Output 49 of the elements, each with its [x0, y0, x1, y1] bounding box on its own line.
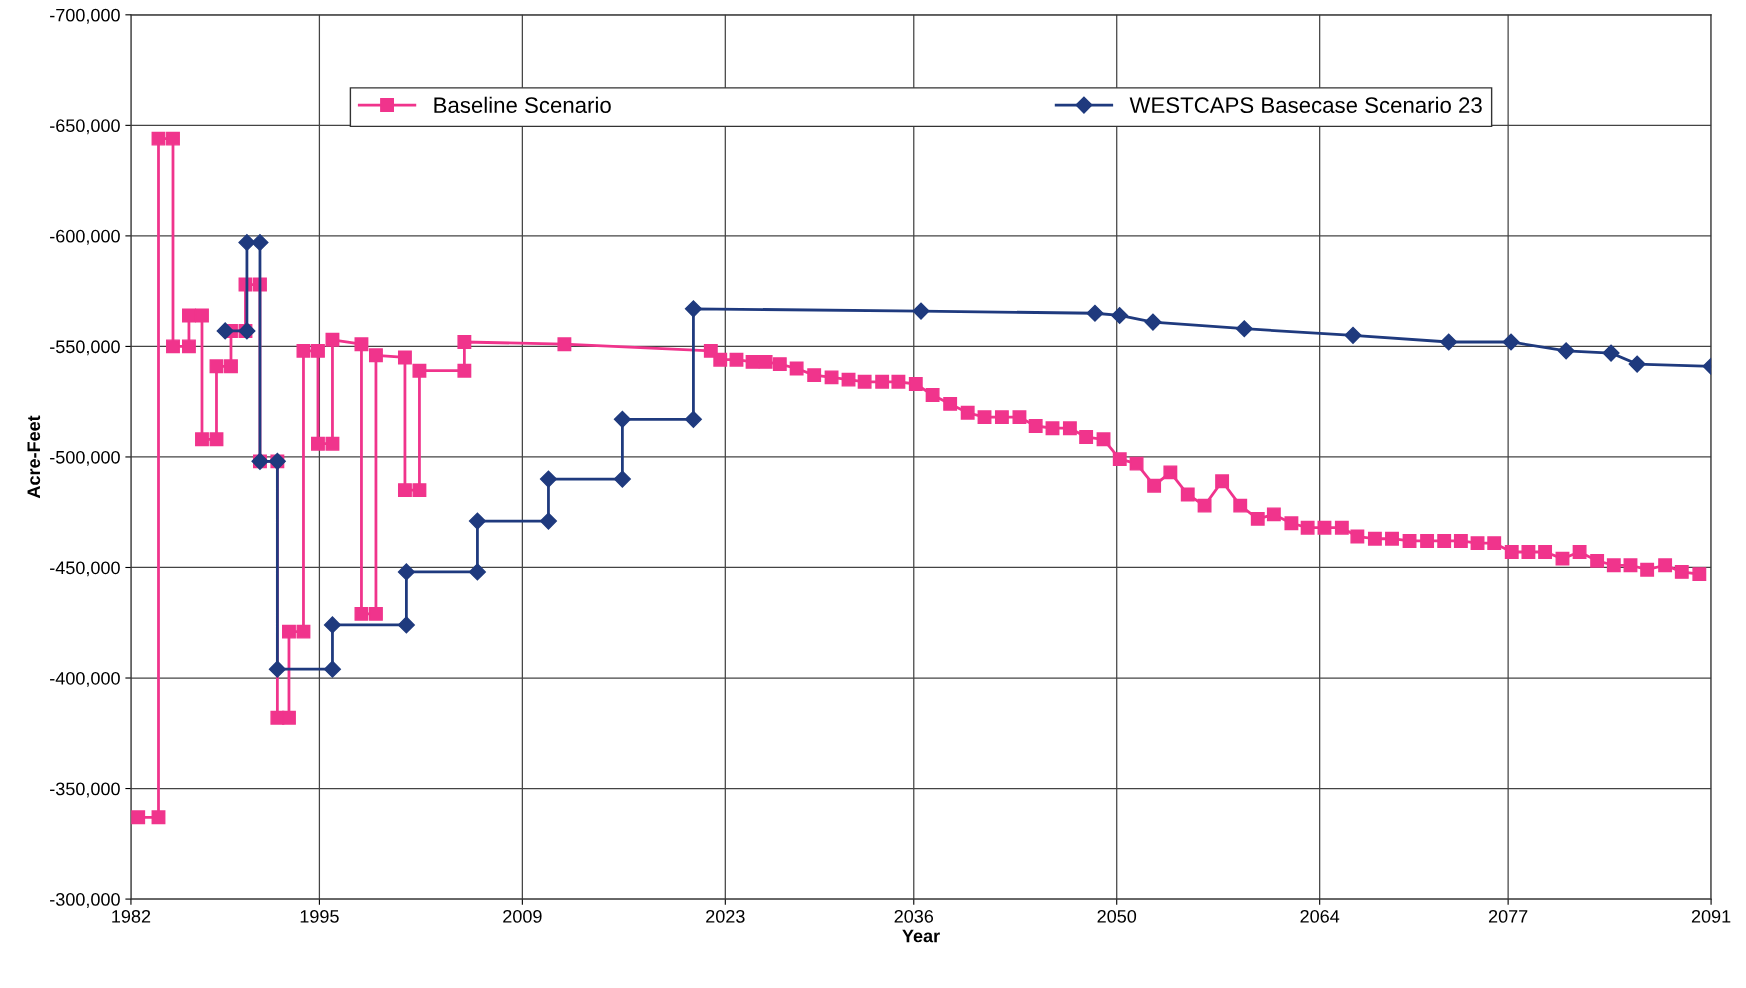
point [1628, 355, 1646, 373]
point [912, 302, 930, 320]
point [684, 410, 702, 428]
point [1602, 344, 1620, 362]
y-tick-label: -450,000 [50, 561, 120, 577]
point [1111, 306, 1129, 325]
point [468, 512, 486, 530]
y-tick-label: -400,000 [50, 671, 120, 687]
x-tick-label: 2023 [706, 909, 745, 923]
x-tick-label: 2009 [503, 909, 542, 923]
point [238, 233, 256, 252]
point [468, 563, 486, 581]
y-axis-title: Acre-Feet [27, 415, 41, 499]
point [216, 322, 234, 340]
point [397, 616, 415, 634]
point [1344, 326, 1362, 344]
point [268, 660, 286, 678]
point [323, 616, 342, 634]
legend-label: WESTCAPS Basecase Scenario 23 [1129, 96, 1482, 114]
x-tick-label: 2091 [1691, 909, 1731, 923]
point [1086, 304, 1104, 322]
point [323, 660, 342, 678]
legend-label: Baseline Scenario [434, 96, 611, 114]
y-tick-label: -600,000 [50, 229, 120, 245]
point [684, 300, 702, 318]
x-tick-label: 2077 [1488, 909, 1528, 923]
point [251, 233, 269, 252]
x-axis-title: Year [902, 929, 940, 943]
point [1557, 342, 1575, 360]
x-tick-label: 2064 [1300, 909, 1340, 923]
x-tick-label: 2050 [1097, 909, 1137, 923]
x-tick-label: 1995 [300, 909, 339, 923]
point [1440, 333, 1458, 351]
point [613, 410, 631, 428]
x-tick-label: 2036 [894, 909, 934, 923]
y-tick-label: -500,000 [50, 450, 120, 466]
point [1235, 320, 1253, 338]
point [539, 512, 558, 530]
y-tick-label: -300,000 [50, 893, 120, 908]
y-tick-label: -650,000 [50, 119, 120, 135]
point [539, 470, 558, 488]
point [397, 563, 415, 581]
x-tick-label: 1982 [112, 909, 151, 923]
y-tick-label: -350,000 [50, 782, 120, 798]
point [613, 470, 631, 488]
point [1502, 333, 1520, 351]
y-tick-label: -700,000 [50, 8, 120, 24]
y-tick-label: -550,000 [50, 340, 120, 356]
point [1144, 313, 1162, 331]
